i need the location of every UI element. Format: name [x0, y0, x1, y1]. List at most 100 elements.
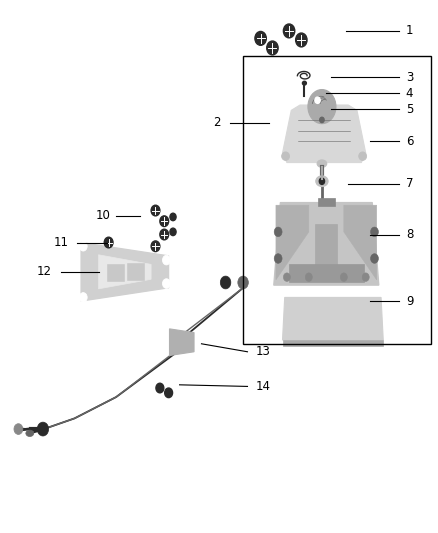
Circle shape [156, 383, 164, 393]
Text: 4: 4 [406, 87, 413, 100]
Text: 5: 5 [406, 103, 413, 116]
Bar [339, 309, 348, 316]
Circle shape [170, 228, 176, 236]
Circle shape [371, 254, 378, 263]
Bar [319, 299, 328, 306]
Text: 6: 6 [406, 135, 413, 148]
Polygon shape [274, 203, 379, 285]
Text: 14: 14 [255, 380, 270, 393]
Bar [360, 328, 368, 335]
Text: 13: 13 [255, 345, 270, 358]
Circle shape [151, 205, 160, 216]
Bar [299, 328, 307, 335]
Bar [127, 263, 144, 280]
Text: 1: 1 [406, 25, 413, 37]
Circle shape [255, 31, 266, 45]
Circle shape [162, 255, 170, 265]
Ellipse shape [282, 152, 290, 160]
Bar [370, 299, 378, 306]
Bar [370, 309, 378, 316]
Circle shape [79, 293, 87, 302]
Bar [289, 299, 297, 306]
Circle shape [362, 273, 369, 281]
Text: 11: 11 [54, 236, 69, 249]
Bar [319, 318, 328, 325]
Bar [319, 328, 328, 335]
Circle shape [162, 279, 170, 288]
Bar [350, 299, 358, 306]
Bar [370, 318, 378, 325]
Bar [319, 309, 328, 316]
Circle shape [238, 276, 248, 289]
Circle shape [340, 273, 347, 281]
Polygon shape [81, 243, 169, 301]
Bar [329, 309, 338, 316]
Polygon shape [283, 340, 383, 346]
Circle shape [160, 216, 169, 227]
Circle shape [274, 254, 282, 263]
Ellipse shape [302, 82, 306, 85]
Circle shape [160, 229, 169, 240]
Circle shape [37, 422, 49, 436]
Circle shape [305, 273, 312, 281]
Circle shape [170, 213, 176, 221]
Circle shape [319, 178, 325, 184]
Polygon shape [283, 105, 366, 163]
Bar [370, 328, 378, 335]
Circle shape [283, 24, 295, 38]
Text: 9: 9 [406, 295, 413, 308]
Bar [299, 318, 307, 325]
Bar [289, 264, 364, 282]
Bar [350, 328, 358, 335]
Polygon shape [276, 205, 309, 280]
Circle shape [283, 273, 290, 281]
Bar [339, 328, 348, 335]
Text: 10: 10 [95, 209, 110, 222]
Ellipse shape [26, 430, 34, 437]
Circle shape [320, 117, 324, 123]
Bar [329, 318, 338, 325]
Circle shape [267, 41, 278, 55]
Ellipse shape [316, 176, 328, 187]
Bar [289, 309, 297, 316]
Polygon shape [283, 297, 383, 340]
Text: 2: 2 [213, 116, 221, 129]
Circle shape [220, 276, 231, 289]
Circle shape [315, 97, 320, 103]
Ellipse shape [359, 152, 367, 160]
Circle shape [274, 227, 282, 237]
Polygon shape [344, 205, 377, 280]
Bar [299, 309, 307, 316]
Bar [289, 318, 297, 325]
Bar [318, 198, 335, 206]
Bar [350, 318, 358, 325]
Bar [360, 299, 368, 306]
Circle shape [371, 227, 378, 237]
Bar [289, 328, 297, 335]
Bar [243, 56, 431, 344]
Circle shape [308, 90, 336, 124]
Bar [309, 309, 318, 316]
Circle shape [104, 237, 113, 248]
Ellipse shape [317, 160, 327, 167]
Circle shape [14, 424, 23, 434]
Bar [309, 328, 318, 335]
Bar [360, 309, 368, 316]
Bar [350, 309, 358, 316]
Text: 3: 3 [406, 71, 413, 84]
Circle shape [165, 388, 173, 398]
Bar [339, 318, 348, 325]
Polygon shape [99, 255, 151, 289]
Bar [329, 328, 338, 335]
Bar [309, 318, 318, 325]
Circle shape [151, 241, 160, 252]
Circle shape [296, 33, 307, 47]
Bar [360, 318, 368, 325]
Bar [309, 299, 318, 306]
Ellipse shape [318, 108, 331, 119]
Polygon shape [170, 329, 194, 356]
Circle shape [79, 241, 87, 251]
Bar [299, 299, 307, 306]
Bar [107, 264, 124, 281]
Text: 8: 8 [406, 228, 413, 241]
